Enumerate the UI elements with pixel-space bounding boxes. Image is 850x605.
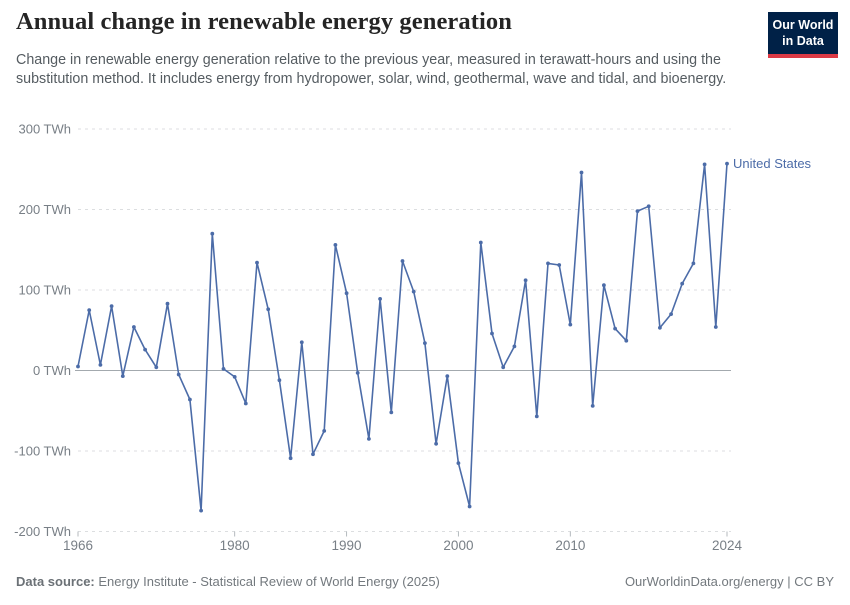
- data-point[interactable]: [445, 374, 450, 378]
- data-point[interactable]: [322, 429, 327, 433]
- data-point[interactable]: [367, 437, 371, 441]
- data-source-text: Energy Institute - Statistical Review of…: [94, 574, 440, 589]
- data-point[interactable]: [669, 312, 673, 316]
- data-point[interactable]: [523, 278, 528, 283]
- data-point[interactable]: [467, 504, 472, 509]
- data-point[interactable]: [658, 325, 662, 330]
- data-point[interactable]: [378, 297, 382, 301]
- y-axis-label: 100 TWh: [18, 283, 71, 298]
- data-point[interactable]: [434, 441, 438, 446]
- data-point[interactable]: [702, 162, 707, 167]
- data-point[interactable]: [188, 397, 192, 402]
- data-point[interactable]: [478, 240, 483, 245]
- data-point[interactable]: [646, 204, 651, 209]
- data-point[interactable]: [120, 374, 125, 378]
- data-point[interactable]: [680, 281, 685, 286]
- data-point[interactable]: [266, 307, 271, 312]
- data-point[interactable]: [456, 461, 461, 465]
- data-point[interactable]: [389, 410, 394, 415]
- data-point[interactable]: [546, 261, 550, 266]
- data-point[interactable]: [288, 456, 293, 461]
- data-point[interactable]: [691, 261, 696, 266]
- data-point[interactable]: [165, 301, 170, 306]
- y-axis-label: -200 TWh: [14, 524, 71, 539]
- y-axis-label: -100 TWh: [14, 444, 71, 459]
- x-axis-label: 1966: [63, 538, 93, 553]
- owid-logo[interactable]: Our World in Data: [768, 12, 838, 59]
- data-source-label: Data source:: [16, 574, 95, 589]
- data-point[interactable]: [154, 365, 159, 370]
- data-point[interactable]: [255, 260, 259, 265]
- data-point[interactable]: [411, 289, 416, 294]
- data-point[interactable]: [210, 231, 215, 236]
- x-axis-label: 1990: [332, 538, 362, 553]
- owid-logo-line1: Our World: [772, 18, 834, 32]
- data-point[interactable]: [277, 378, 282, 383]
- data-point[interactable]: [423, 341, 427, 345]
- y-axis-label: 300 TWh: [18, 122, 71, 137]
- y-axis-label: 0 TWh: [33, 363, 71, 378]
- x-axis-label: 1980: [220, 538, 250, 553]
- data-point[interactable]: [76, 364, 80, 369]
- data-point[interactable]: [344, 291, 349, 296]
- data-point[interactable]: [490, 331, 494, 336]
- data-point[interactable]: [602, 283, 606, 288]
- data-point[interactable]: [109, 304, 114, 308]
- data-point[interactable]: [333, 243, 338, 247]
- data-point[interactable]: [725, 161, 729, 166]
- data-point[interactable]: [299, 340, 304, 345]
- data-point[interactable]: [311, 452, 315, 457]
- chart-footer: Data source: Energy Institute - Statisti…: [16, 574, 834, 589]
- page-title: Annual change in renewable energy genera…: [16, 8, 512, 35]
- data-point[interactable]: [232, 375, 237, 379]
- chart-subtitle: Change in renewable energy generation re…: [16, 52, 727, 87]
- data-source: Data source: Energy Institute - Statisti…: [16, 574, 440, 589]
- data-point[interactable]: [534, 414, 539, 419]
- data-point[interactable]: [635, 209, 640, 214]
- data-point[interactable]: [501, 365, 506, 370]
- x-axis-label: 2010: [555, 538, 585, 553]
- data-point[interactable]: [579, 170, 584, 175]
- series-line[interactable]: [77, 162, 728, 512]
- owid-logo-line2: in Data: [782, 33, 824, 48]
- y-axis-label: 200 TWh: [18, 202, 71, 217]
- data-point[interactable]: [512, 344, 517, 349]
- data-point[interactable]: [624, 338, 629, 343]
- data-point[interactable]: [98, 363, 103, 367]
- x-axis-label: 2024: [712, 538, 743, 553]
- data-point[interactable]: [176, 372, 181, 377]
- data-point[interactable]: [557, 263, 562, 267]
- data-point[interactable]: [355, 371, 360, 375]
- entity-label[interactable]: United States: [733, 156, 812, 171]
- data-point[interactable]: [613, 326, 617, 331]
- data-point[interactable]: [87, 308, 92, 312]
- x-axis-label: 2000: [443, 538, 473, 553]
- data-point[interactable]: [243, 401, 248, 406]
- data-point[interactable]: [199, 508, 204, 513]
- data-point[interactable]: [400, 259, 405, 263]
- data-point[interactable]: [143, 347, 148, 352]
- license-link[interactable]: OurWorldinData.org/energy | CC BY: [624, 574, 834, 589]
- data-point[interactable]: [590, 404, 595, 408]
- data-point[interactable]: [713, 325, 718, 329]
- data-point[interactable]: [221, 367, 226, 371]
- data-point[interactable]: [132, 325, 136, 329]
- data-point[interactable]: [568, 322, 573, 327]
